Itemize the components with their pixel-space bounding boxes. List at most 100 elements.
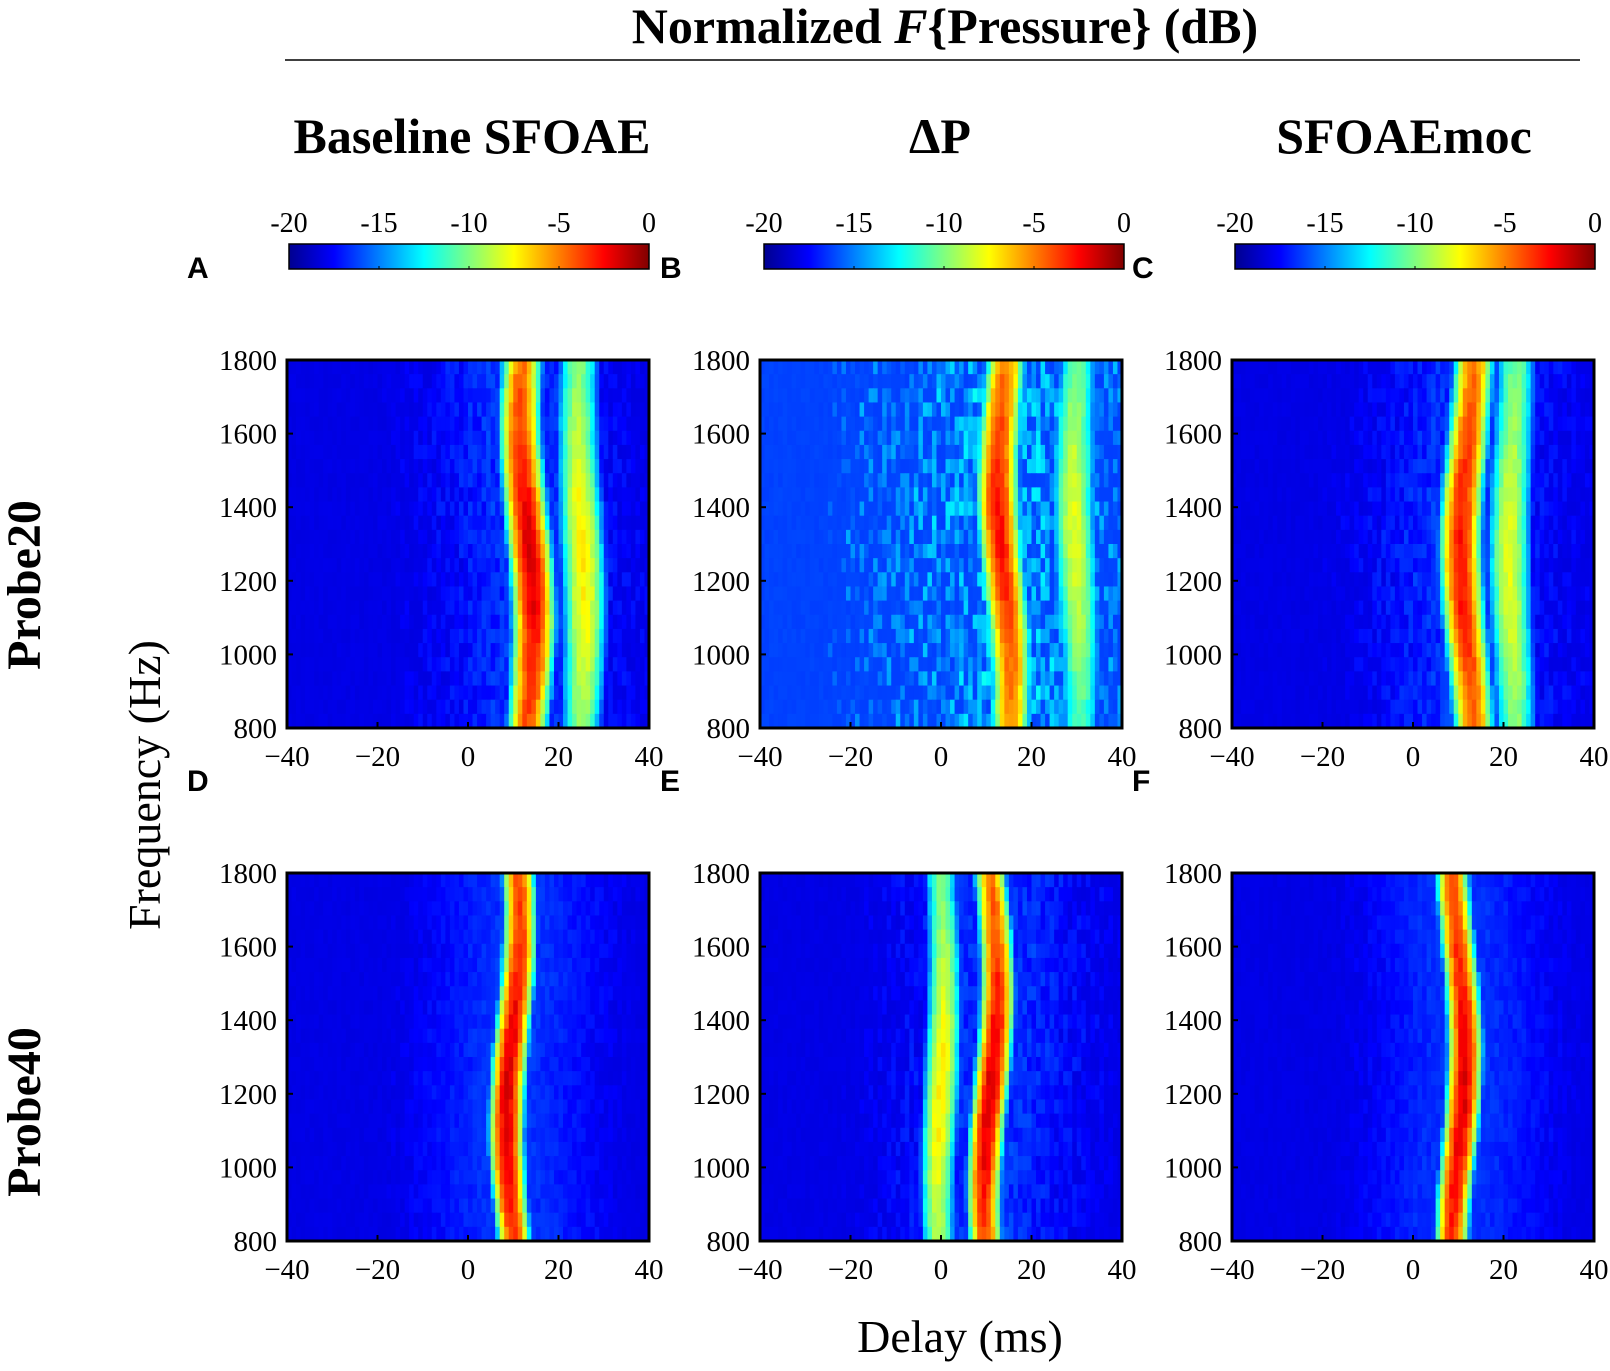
heatmap-cell <box>909 487 915 503</box>
heatmap-cell <box>886 388 892 404</box>
heatmap-cell <box>1376 360 1382 375</box>
heatmap-cell <box>422 558 428 573</box>
heatmap-cell <box>1327 402 1333 418</box>
heatmap-cell <box>1584 444 1591 460</box>
heatmap-cell <box>845 501 852 517</box>
heatmap-cell <box>1117 360 1123 375</box>
heatmap-cell <box>1417 444 1423 460</box>
heatmap-cell <box>391 416 397 432</box>
heatmap-cell <box>778 388 784 404</box>
heatmap-cell <box>427 600 433 616</box>
heatmap-cell <box>1103 501 1110 517</box>
heatmap-cell <box>1054 388 1060 404</box>
heatmap-cell <box>891 416 897 432</box>
heatmap-cell <box>1112 600 1119 616</box>
heatmap-cell <box>1112 360 1119 375</box>
heatmap-cell <box>291 374 297 389</box>
heatmap-cell <box>977 473 983 488</box>
heatmap-cell <box>1358 416 1364 432</box>
heatmap-cell <box>769 487 775 503</box>
heatmap-cell <box>314 671 320 687</box>
heatmap-cell <box>481 459 487 474</box>
heatmap-cell <box>1526 360 1532 375</box>
heatmap-cell <box>563 374 569 389</box>
heatmap-cell <box>1045 459 1051 474</box>
heatmap-cell <box>1385 416 1391 432</box>
heatmap-cell <box>585 572 591 588</box>
heatmap-cell <box>918 487 924 503</box>
heatmap-cell <box>1085 515 1091 531</box>
heatmap-cell <box>621 444 627 460</box>
heatmap-cell <box>1112 459 1119 474</box>
heatmap-cell <box>296 643 302 658</box>
heatmap-cell <box>504 402 510 418</box>
heatmap-cell <box>608 430 614 446</box>
heatmap-cell <box>1072 713 1078 729</box>
heatmap-cell <box>305 430 311 446</box>
heatmap-cell <box>1036 430 1042 446</box>
heatmap-cell <box>1349 360 1355 375</box>
heatmap-cell <box>855 628 861 644</box>
heatmap-cell <box>1040 515 1046 531</box>
heatmap-cell <box>1367 402 1373 418</box>
heatmap-cell <box>936 402 942 418</box>
heatmap-cell <box>954 360 960 375</box>
heatmap-cell <box>1072 529 1078 545</box>
heatmap-cell <box>891 529 897 545</box>
heatmap-cell <box>778 614 784 630</box>
heatmap-cell <box>963 713 969 729</box>
heatmap-cell <box>332 643 338 658</box>
heatmap-cell <box>309 430 315 446</box>
heatmap-cell <box>377 671 383 687</box>
heatmap-cell <box>454 402 460 418</box>
heatmap-cell <box>1063 643 1069 658</box>
heatmap-cell <box>904 473 910 488</box>
heatmap-cell <box>504 572 510 588</box>
heatmap-cell <box>1562 459 1568 474</box>
heatmap-cell <box>626 402 632 418</box>
heatmap-cell <box>350 572 356 588</box>
heatmap-cell <box>1008 459 1015 474</box>
heatmap-cell <box>941 501 947 517</box>
heatmap-cell <box>809 671 815 687</box>
heatmap-cell <box>1022 501 1028 517</box>
heatmap-cell <box>458 529 465 545</box>
heatmap-cell <box>382 515 388 531</box>
heatmap-cell <box>368 402 374 418</box>
heatmap-cell <box>377 459 383 474</box>
heatmap-cell <box>332 473 338 488</box>
heatmap-cell <box>864 388 870 404</box>
heatmap-cell <box>481 614 487 630</box>
heatmap-cell <box>504 643 510 658</box>
heatmap-cell <box>1094 628 1100 644</box>
heatmap-cell <box>1444 459 1450 474</box>
heatmap-cell <box>372 614 379 630</box>
heatmap-cell <box>1259 487 1265 503</box>
heatmap-cell <box>922 487 929 503</box>
y-axis-label: Frequency (Hz) <box>119 640 170 930</box>
heatmap-cell <box>836 586 843 602</box>
heatmap-cell <box>445 529 451 545</box>
heatmap-cell <box>832 388 838 404</box>
heatmap-cell <box>1103 487 1110 503</box>
heatmap-cell <box>855 388 861 404</box>
heatmap-cell <box>576 699 582 715</box>
heatmap-cell <box>350 402 356 418</box>
heatmap-cell <box>621 402 627 418</box>
heatmap-cell <box>859 713 865 729</box>
heatmap-cell <box>1112 699 1119 715</box>
heatmap-cell <box>900 628 906 644</box>
heatmap-cell <box>386 544 392 559</box>
heatmap-cell <box>1349 402 1355 418</box>
heatmap-cell <box>1026 600 1033 616</box>
heatmap-cell <box>377 529 383 545</box>
heatmap-cell <box>850 586 856 602</box>
heatmap-cell <box>499 515 505 531</box>
heatmap-cell <box>1022 388 1028 404</box>
heatmap-cell <box>1372 416 1378 432</box>
heatmap-cell <box>563 713 569 729</box>
heatmap-cell <box>1512 416 1518 432</box>
heatmap-cell <box>823 699 829 715</box>
heatmap-cell <box>1363 473 1369 488</box>
heatmap-cell <box>999 671 1005 687</box>
